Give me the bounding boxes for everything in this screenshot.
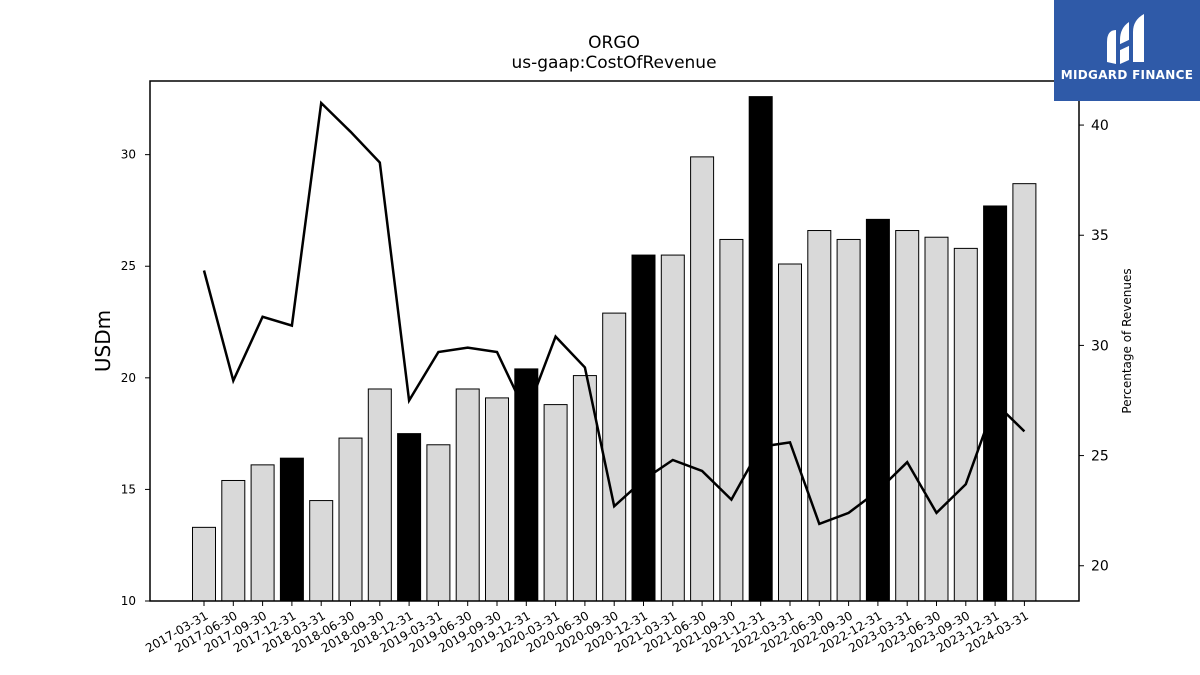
bar-2018-03-31 (309, 500, 334, 602)
bar-2019-12-31 (514, 368, 539, 602)
y-axis-label: USDm (91, 310, 115, 372)
x-axis: 2017-03-312017-06-302017-09-302017-12-31… (143, 601, 1031, 655)
line-group (202, 100, 1026, 526)
bar-2024-03-31 (1012, 183, 1037, 602)
ytick-label-10: 10 (121, 594, 136, 608)
y2tick-label-40: 40 (1091, 118, 1109, 134)
bar-2019-09-30 (485, 397, 509, 602)
ytick-label-25: 25 (121, 259, 136, 273)
y2tick-label-25: 25 (1091, 449, 1109, 465)
bar-2021-03-31 (660, 254, 685, 602)
bar-2022-12-31 (865, 218, 890, 602)
bar-2020-12-31 (631, 254, 656, 602)
left-axis: 10 15 20 25 30 (121, 148, 150, 608)
bar-2022-03-31 (778, 263, 802, 602)
bar-2020-09-30 (602, 312, 627, 602)
line-series-percentage (202, 100, 1026, 526)
y2tick-label-35: 35 (1091, 228, 1109, 244)
bar-2022-09-30 (836, 238, 861, 602)
bar-2018-06-30 (338, 437, 363, 602)
ytick-label-20: 20 (121, 371, 136, 385)
bar-2021-06-30 (690, 156, 715, 602)
bars-group (192, 96, 1037, 602)
bar-2018-12-31 (397, 433, 422, 602)
bar-2017-09-30 (250, 464, 275, 602)
bar-2023-09-30 (953, 247, 978, 602)
y2tick-label-20: 20 (1091, 559, 1109, 575)
bar-2023-06-30 (924, 236, 949, 602)
bar-2022-06-30 (807, 230, 832, 602)
bar-2019-03-31 (426, 444, 451, 602)
bar-2018-09-30 (367, 388, 392, 602)
bar-2017-03-31 (192, 526, 216, 602)
logo-text: MIDGARD FINANCE (1060, 68, 1194, 82)
bar-2017-12-31 (279, 457, 304, 602)
chart-subtitle: us-gaap:CostOfRevenue (511, 53, 716, 73)
midgard-finance-logo: MIDGARD FINANCE (1054, 0, 1200, 101)
bar-2019-06-30 (455, 388, 480, 602)
ytick-label-30: 30 (121, 148, 136, 162)
bar-2017-06-30 (221, 479, 246, 602)
bar-2021-12-31 (748, 96, 773, 602)
y2-axis-label: Percentage of Revenues (1120, 268, 1134, 413)
logo-mark-icon (1107, 14, 1144, 64)
y2tick-label-30: 30 (1091, 338, 1109, 354)
right-axis: 20 25 30 35 40 (1079, 118, 1109, 575)
ytick-label-15: 15 (121, 482, 136, 496)
chart-title: ORGO (588, 33, 640, 53)
bar-2020-03-31 (543, 404, 568, 602)
bar-2021-09-30 (719, 238, 744, 602)
bar-2023-03-31 (895, 230, 920, 602)
